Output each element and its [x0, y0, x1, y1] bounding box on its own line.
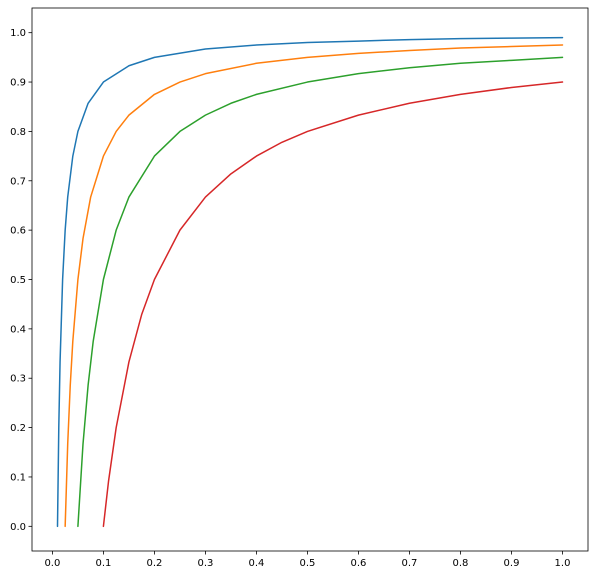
- series-line-4: [102, 81, 564, 528]
- x-tick-label: 0.4: [248, 558, 264, 569]
- y-tick-label: 1.0: [10, 28, 26, 39]
- y-tick-label: 0.9: [10, 78, 26, 89]
- x-tick-label: 0.8: [453, 558, 469, 569]
- x-tick-label: 1.0: [555, 558, 571, 569]
- y-axis: 0.0 0.1 0.2 0.3 0.4 0.5 0.6 0.7 0.8 0.9 1.0: [10, 28, 32, 533]
- x-tick-label: 0.0: [44, 558, 60, 569]
- y-tick-label: 0.1: [10, 472, 26, 483]
- y-tick-label: 0.8: [10, 127, 26, 138]
- y-tick-label: 0.0: [10, 522, 26, 533]
- y-tick-label: 0.6: [10, 226, 26, 237]
- x-tick-label: 0.7: [402, 558, 418, 569]
- x-tick-label: 0.6: [351, 558, 367, 569]
- y-tick-label: 0.3: [10, 374, 26, 385]
- x-tick-label: 0.5: [299, 558, 315, 569]
- y-tick-label: 0.2: [10, 423, 26, 434]
- x-axis: 0.0 0.1 0.2 0.3 0.4 0.5 0.6 0.7 0.8 0.9 1.0: [44, 551, 570, 569]
- y-tick-label: 0.7: [10, 176, 26, 187]
- x-tick-label: 0.3: [197, 558, 213, 569]
- y-tick-label: 0.5: [10, 275, 26, 286]
- series-line-3: [77, 56, 564, 528]
- x-tick-label: 0.9: [504, 558, 520, 569]
- x-tick-label: 0.1: [95, 558, 111, 569]
- series-line-1: [56, 36, 564, 528]
- plot-frame: [31, 7, 589, 552]
- series-line-2: [64, 44, 564, 528]
- x-tick-label: 0.2: [146, 558, 162, 569]
- y-tick-label: 0.4: [10, 324, 26, 335]
- series-layer: [56, 36, 564, 528]
- plot-area-background: [32, 8, 588, 551]
